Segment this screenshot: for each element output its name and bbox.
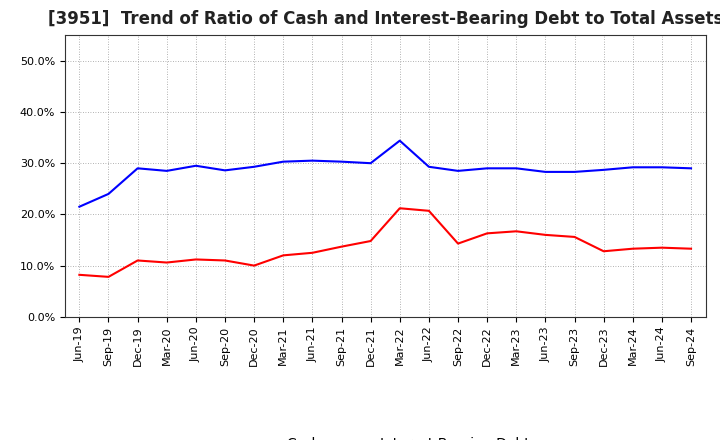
- Cash: [454, 241, 462, 246]
- Interest-Bearing Debt: [192, 163, 200, 169]
- Interest-Bearing Debt: [599, 167, 608, 172]
- Interest-Bearing Debt: [308, 158, 317, 163]
- Interest-Bearing Debt: [541, 169, 550, 175]
- Interest-Bearing Debt: [687, 166, 696, 171]
- Cash: [599, 249, 608, 254]
- Cash: [570, 234, 579, 239]
- Legend: Cash, Interest-Bearing Debt: Cash, Interest-Bearing Debt: [235, 431, 536, 440]
- Interest-Bearing Debt: [629, 165, 637, 170]
- Cash: [483, 231, 492, 236]
- Interest-Bearing Debt: [395, 138, 404, 143]
- Cash: [512, 229, 521, 234]
- Cash: [308, 250, 317, 256]
- Cash: [425, 208, 433, 213]
- Cash: [250, 263, 258, 268]
- Interest-Bearing Debt: [425, 164, 433, 169]
- Cash: [366, 238, 375, 244]
- Cash: [104, 274, 113, 279]
- Interest-Bearing Debt: [104, 191, 113, 197]
- Title: [3951]  Trend of Ratio of Cash and Interest-Bearing Debt to Total Assets: [3951] Trend of Ratio of Cash and Intere…: [48, 10, 720, 28]
- Interest-Bearing Debt: [133, 166, 142, 171]
- Cash: [192, 257, 200, 262]
- Interest-Bearing Debt: [570, 169, 579, 175]
- Cash: [395, 205, 404, 211]
- Interest-Bearing Debt: [163, 168, 171, 173]
- Interest-Bearing Debt: [366, 161, 375, 166]
- Cash: [75, 272, 84, 278]
- Cash: [163, 260, 171, 265]
- Interest-Bearing Debt: [75, 204, 84, 209]
- Line: Cash: Cash: [79, 208, 691, 277]
- Cash: [687, 246, 696, 251]
- Interest-Bearing Debt: [337, 159, 346, 164]
- Interest-Bearing Debt: [279, 159, 287, 164]
- Cash: [220, 258, 229, 263]
- Cash: [279, 253, 287, 258]
- Cash: [133, 258, 142, 263]
- Cash: [541, 232, 550, 238]
- Interest-Bearing Debt: [220, 168, 229, 173]
- Interest-Bearing Debt: [454, 168, 462, 173]
- Interest-Bearing Debt: [483, 166, 492, 171]
- Cash: [337, 244, 346, 249]
- Cash: [629, 246, 637, 251]
- Interest-Bearing Debt: [657, 165, 666, 170]
- Interest-Bearing Debt: [250, 164, 258, 169]
- Line: Interest-Bearing Debt: Interest-Bearing Debt: [79, 141, 691, 207]
- Interest-Bearing Debt: [512, 166, 521, 171]
- Cash: [657, 245, 666, 250]
